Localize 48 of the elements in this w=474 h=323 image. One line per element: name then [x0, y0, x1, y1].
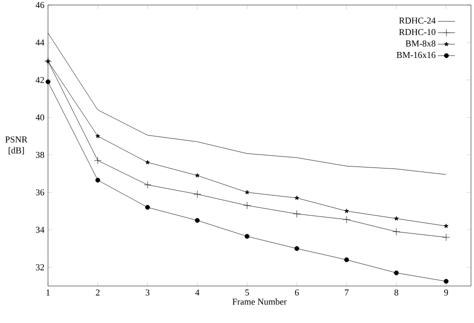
- x-tick-label: 9: [444, 290, 448, 296]
- point: [145, 204, 150, 210]
- point: [444, 278, 449, 284]
- y-tick-label: 46: [36, 2, 44, 8]
- y-axis-title: PSNR [dB]: [5, 136, 28, 155]
- x-tick-label: 6: [294, 290, 299, 296]
- legend-label: RDHC-24: [399, 18, 436, 24]
- x-tick-label: 5: [245, 290, 249, 296]
- x-tick-label: 1: [46, 290, 50, 296]
- y-tick-label: 36: [36, 189, 44, 196]
- point: [95, 134, 100, 138]
- point: [95, 178, 100, 183]
- point: [392, 228, 400, 236]
- point: [244, 234, 250, 239]
- point: [195, 173, 200, 178]
- y-tick-label: 42: [36, 76, 44, 83]
- point: [244, 190, 250, 194]
- point: [342, 216, 350, 224]
- x-tick-label: 3: [146, 290, 150, 296]
- point: [243, 202, 251, 210]
- point: [442, 234, 450, 242]
- y-tick-label: 40: [36, 114, 44, 120]
- point: [294, 246, 300, 251]
- point: [46, 79, 50, 84]
- y-tick-label: 32: [36, 264, 44, 270]
- legend-label: BM-8x8: [406, 40, 436, 47]
- point: [394, 270, 399, 276]
- x-tick-label: 7: [344, 290, 349, 296]
- point: [293, 210, 301, 218]
- x-tick-label: 8: [394, 290, 398, 296]
- point: [145, 160, 150, 164]
- y-tick-label: 34: [36, 226, 44, 233]
- point: [294, 196, 300, 200]
- point: [344, 208, 349, 214]
- point: [144, 181, 152, 189]
- point: [344, 257, 349, 262]
- x-tick-label: 2: [96, 290, 100, 296]
- point: [94, 156, 102, 164]
- point: [194, 190, 202, 198]
- x-tick-label: 4: [195, 290, 200, 296]
- y-tick-label: 38: [36, 152, 44, 158]
- point: [394, 216, 399, 221]
- legend-label: RDHC-10: [399, 29, 436, 36]
- legend-label: BM-16x16: [396, 52, 436, 58]
- x-axis-title: Frame Number: [232, 298, 287, 305]
- point: [444, 224, 448, 228]
- point: [194, 218, 200, 223]
- y-tick-label: 44: [36, 40, 44, 46]
